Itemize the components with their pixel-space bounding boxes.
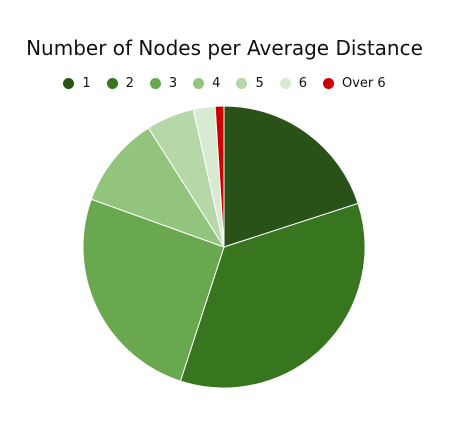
legend-label: 4 <box>212 76 221 91</box>
chart-title: Number of Nodes per Average Distance <box>26 36 423 60</box>
legend-label: 5 <box>255 76 264 91</box>
pie-slice-3 <box>82 198 225 382</box>
legend-label: Over 6 <box>342 76 386 91</box>
pie-slice-4 <box>90 127 226 248</box>
legend-label: 6 <box>298 76 307 91</box>
legend-item: 2 <box>106 76 134 91</box>
legend-swatch <box>236 78 248 89</box>
legend-item: Over 6 <box>323 76 386 91</box>
legend-item: 3 <box>149 76 178 91</box>
legend-swatch <box>149 78 161 89</box>
legend-swatch <box>63 78 75 89</box>
legend-label: 1 <box>82 76 91 91</box>
pie-slice-over-6 <box>214 105 225 248</box>
legend-item: 1 <box>63 76 91 91</box>
legend-swatch <box>323 78 334 89</box>
legend-swatch <box>106 78 118 89</box>
legend-item: 6 <box>279 76 307 91</box>
legend-swatch <box>279 78 291 89</box>
legend-label: 2 <box>125 76 134 91</box>
legend-swatch <box>193 78 205 89</box>
legend-item: 5 <box>236 76 264 91</box>
legend-item: 4 <box>193 76 220 91</box>
legend-label: 3 <box>168 76 178 91</box>
chart-legend: 1 2 3 4 5 6 Over 6 <box>0 76 449 91</box>
pie-slice-1 <box>223 105 359 248</box>
pie-slice-2 <box>179 202 366 389</box>
